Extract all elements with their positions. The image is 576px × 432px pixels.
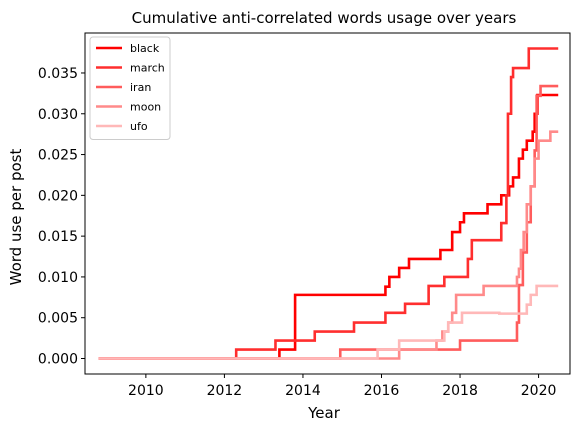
series-line-ufo [98, 284, 559, 360]
x-tick-label: 2016 [364, 383, 400, 399]
x-tick-label: 2018 [442, 383, 478, 399]
y-tick-label: 0.035 [38, 66, 78, 82]
legend-label-moon: moon [130, 101, 161, 114]
legend-label-march: march [130, 62, 165, 75]
series-line-black [98, 93, 559, 360]
x-tick-label: 2012 [207, 383, 243, 399]
series-line-iran [98, 84, 559, 360]
y-tick-label: 0.015 [38, 229, 78, 245]
series-line-moon [98, 130, 559, 360]
x-tick-label: 2014 [285, 383, 321, 399]
x-axis-label: Year [307, 404, 341, 422]
legend: black march iran moon ufo [89, 36, 171, 140]
y-tick-label: 0.020 [38, 188, 78, 204]
plot-frame [84, 32, 571, 375]
y-tick-label: 0.010 [38, 270, 78, 286]
legend-box [89, 36, 171, 140]
legend-label-iran: iran [130, 81, 151, 94]
y-tick-label: 0.000 [38, 352, 78, 368]
chart-title: Cumulative anti-correlated words usage o… [132, 9, 517, 27]
y-tick-label: 0.005 [38, 311, 78, 327]
y-axis-label: Word use per post [7, 149, 25, 286]
x-axis: 2010 2012 2014 2016 2018 2020 [128, 374, 556, 399]
legend-label-ufo: ufo [130, 120, 148, 133]
x-tick-label: 2020 [521, 383, 557, 399]
y-tick-label: 0.030 [38, 107, 78, 123]
y-tick-label: 0.025 [38, 148, 78, 164]
x-tick-label: 2010 [128, 383, 164, 399]
series-line-march [98, 47, 559, 360]
y-axis: 0.000 0.005 0.010 0.015 0.020 0.025 0.030 0.035 [38, 66, 85, 368]
series-layer [98, 47, 559, 360]
legend-label-black: black [130, 42, 160, 55]
